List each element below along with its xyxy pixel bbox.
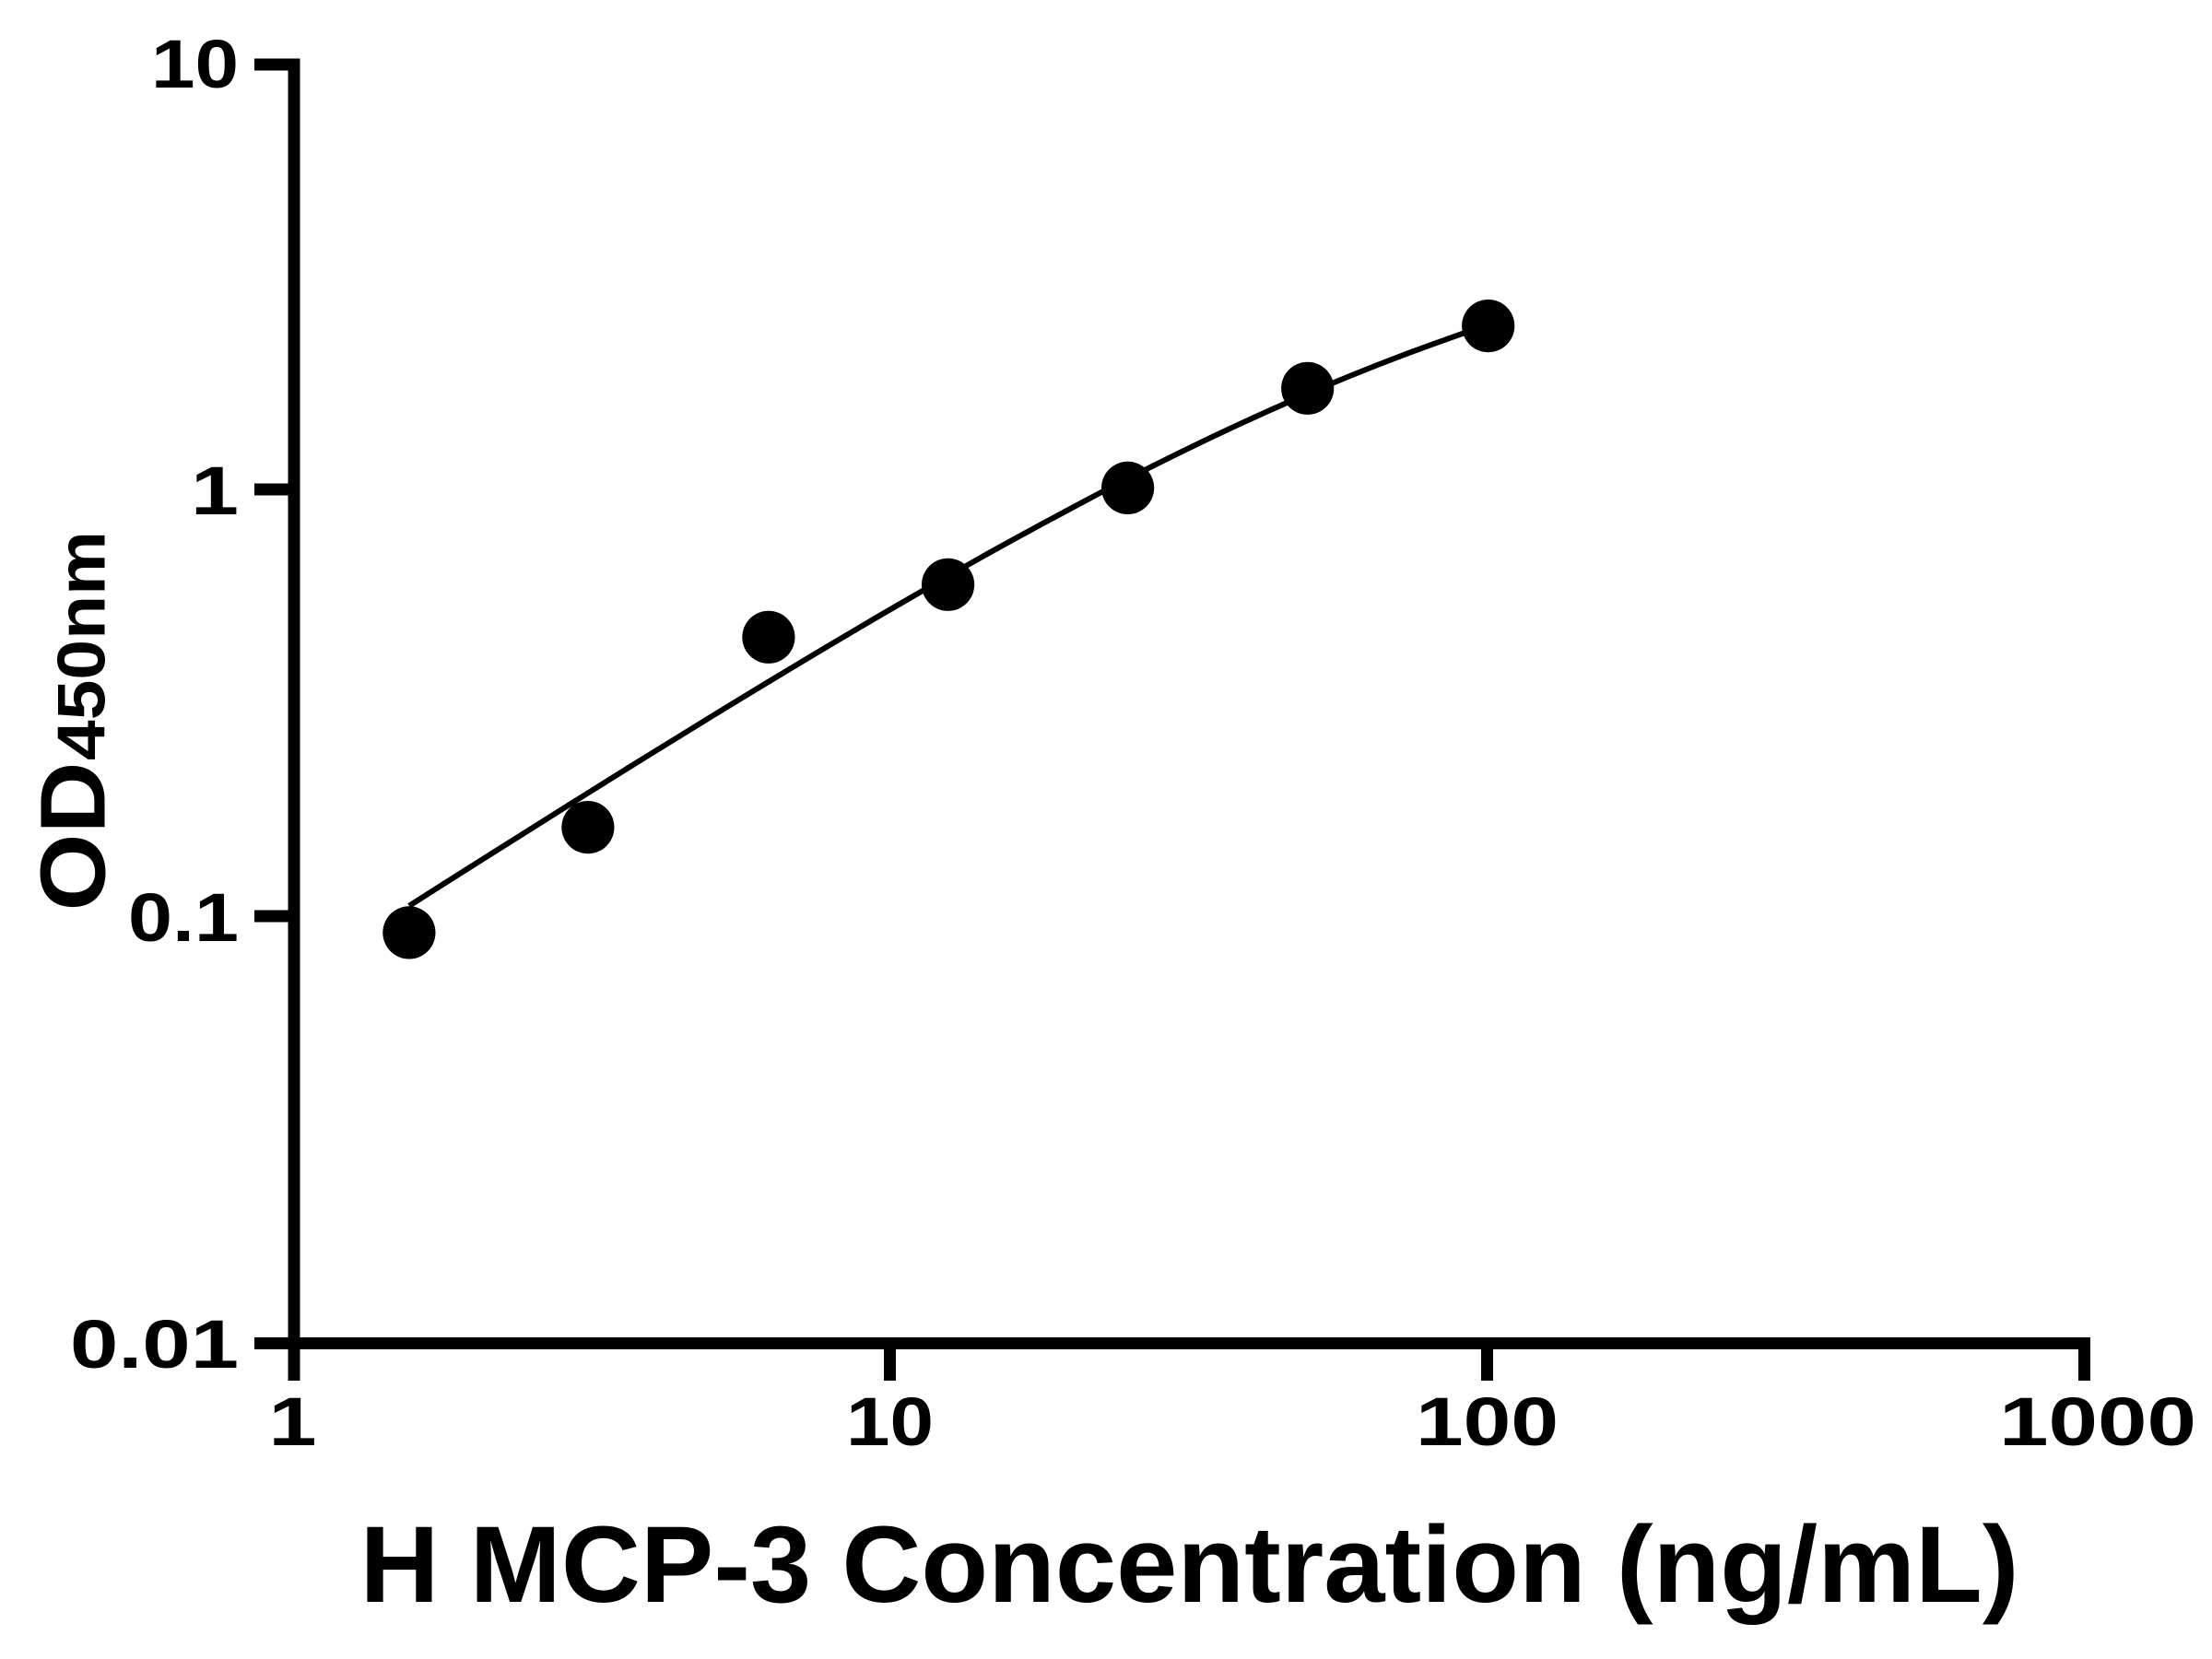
svg-text:0.1: 0.1 bbox=[128, 879, 239, 956]
svg-text:10: 10 bbox=[846, 1383, 934, 1460]
svg-text:OD: OD bbox=[22, 762, 125, 912]
svg-text:0.01: 0.01 bbox=[70, 1306, 239, 1382]
svg-text:450nm: 450nm bbox=[45, 531, 120, 760]
svg-text:H MCP-3 Concentration (ng/mL): H MCP-3 Concentration (ng/mL) bbox=[360, 1504, 2019, 1626]
svg-text:100: 100 bbox=[1416, 1383, 1559, 1460]
svg-text:10: 10 bbox=[151, 26, 239, 102]
svg-text:1000: 1000 bbox=[1999, 1383, 2196, 1460]
svg-text:1: 1 bbox=[269, 1383, 317, 1460]
svg-text:1: 1 bbox=[191, 453, 239, 529]
